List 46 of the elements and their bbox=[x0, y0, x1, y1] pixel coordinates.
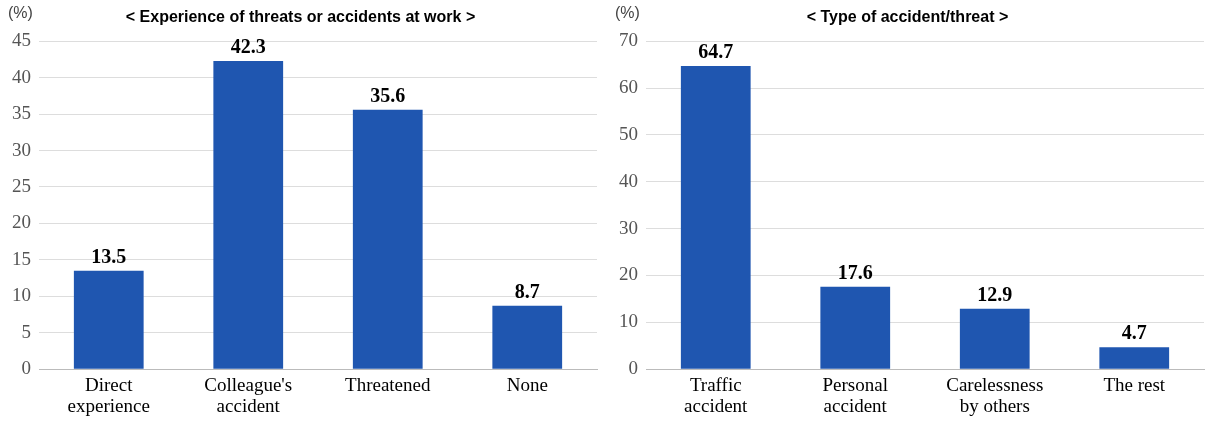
y-tick-label: 15 bbox=[12, 247, 31, 269]
y-tick-label: 30 bbox=[12, 138, 31, 160]
x-tick-label: None bbox=[506, 373, 548, 395]
y-tick-label: 45 bbox=[12, 29, 31, 51]
y-tick-label: 40 bbox=[619, 169, 638, 191]
y-tick-label: 0 bbox=[628, 357, 638, 379]
y-tick-label: 35 bbox=[12, 102, 31, 124]
bar bbox=[680, 66, 751, 369]
data-label: 42.3 bbox=[230, 35, 266, 58]
data-label: 4.7 bbox=[1121, 321, 1147, 344]
data-label: 12.9 bbox=[977, 282, 1013, 305]
y-tick-label: 20 bbox=[619, 263, 638, 285]
bar bbox=[1099, 347, 1170, 369]
chart-title: < Experience of threats or accidents at work > bbox=[125, 8, 476, 26]
x-tick-label: Personal accident bbox=[822, 373, 888, 416]
y-tick-label: 10 bbox=[619, 310, 638, 332]
y-tick-label: 5 bbox=[21, 320, 31, 342]
y-axis-title: (%) bbox=[8, 4, 33, 22]
data-label: 13.5 bbox=[91, 244, 127, 267]
x-tick-label: Carelessness by others bbox=[946, 373, 1044, 416]
y-tick-label: 60 bbox=[619, 76, 638, 98]
bar bbox=[352, 109, 423, 369]
chart-title: < Type of accident/threat > bbox=[806, 8, 1009, 26]
y-tick-label: 40 bbox=[12, 65, 31, 87]
x-tick-label: Direct experience bbox=[67, 373, 150, 416]
data-label: 35.6 bbox=[370, 83, 406, 106]
y-tick-label: 20 bbox=[12, 211, 31, 233]
x-tick-label: Traffic accident bbox=[684, 373, 749, 416]
y-axis-title: (%) bbox=[615, 4, 640, 22]
x-tick-label: Threatened bbox=[345, 373, 431, 395]
bar bbox=[492, 305, 563, 369]
bar bbox=[959, 308, 1030, 369]
y-tick-label: 0 bbox=[21, 357, 31, 379]
bar bbox=[213, 60, 284, 369]
data-label: 17.6 bbox=[837, 260, 873, 283]
y-tick-label: 70 bbox=[619, 29, 638, 51]
y-tick-label: 25 bbox=[12, 174, 31, 196]
y-tick-label: 30 bbox=[619, 216, 638, 238]
y-tick-label: 50 bbox=[619, 122, 638, 144]
y-tick-label: 10 bbox=[12, 284, 31, 306]
data-label: 8.7 bbox=[514, 279, 540, 302]
bar bbox=[820, 286, 891, 369]
bar bbox=[73, 270, 144, 369]
x-tick-label: Colleague's accident bbox=[204, 373, 293, 416]
data-label: 64.7 bbox=[698, 40, 734, 63]
x-tick-label: The rest bbox=[1103, 373, 1166, 395]
